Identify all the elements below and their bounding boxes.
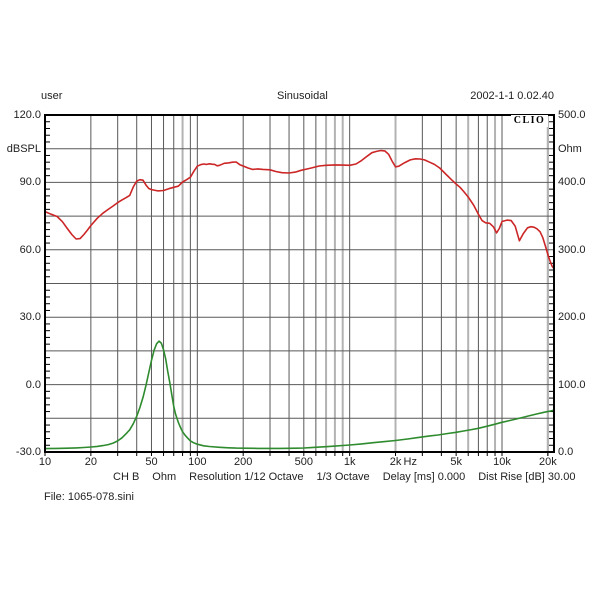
y-left-label-3: 60.0 (19, 243, 41, 256)
y-right-label-1: Ohm (558, 142, 582, 155)
y-left-label-2: 90.0 (19, 176, 41, 189)
x-label-5k: 5k (450, 456, 462, 468)
x-label-hz: Hz (403, 456, 417, 468)
x-label-10k: 10k (493, 456, 511, 468)
y-left-label-5: 0.0 (25, 378, 41, 391)
setting-segment-4: Delay [ms] 0.000 (382, 471, 466, 483)
x-label-200: 200 (234, 456, 253, 468)
y-left-label-6: -30.0 (15, 446, 41, 458)
y-right-label-4: 200.0 (558, 311, 586, 324)
x-label-2k: 2k (389, 456, 402, 468)
x-label-10: 10 (38, 456, 52, 468)
y-left-label-0: 120.0 (13, 109, 41, 121)
setting-segment-1: Ohm (152, 471, 177, 483)
y-left-label-4: 30.0 (19, 311, 41, 324)
y-right-label-5: 100.0 (558, 378, 586, 391)
measurement-settings: CH B Ohm Resolution 1/12 Octave 1/3 Octave D… (113, 471, 575, 483)
setting-segment-2: Resolution 1/12 Octave (189, 471, 304, 483)
y-right-label-6: 0.0 (558, 446, 574, 458)
x-label-100: 100 (188, 456, 207, 468)
x-label-20k: 20k (538, 456, 557, 468)
measurement-title: Sinusoidal (277, 90, 328, 102)
impedance-curve (44, 340, 555, 450)
x-label-20: 20 (84, 456, 97, 468)
y-right-label-2: 400.0 (558, 176, 586, 189)
plot-border (44, 114, 555, 453)
clio-logo: CLIO (511, 115, 548, 127)
setting-segment-5: Dist Rise [dB] 30.00 (478, 471, 576, 483)
grid-horizontal (45, 148, 554, 419)
y-left-label-1: dBSPL (6, 142, 41, 155)
setting-segment-0: CH B (113, 471, 140, 483)
y-right-label-0: 500.0 (558, 109, 586, 121)
x-label-50: 50 (145, 456, 158, 468)
spl-curve (44, 149, 555, 270)
x-label-500: 500 (294, 456, 313, 468)
file-label: File: 1065-078.sini (44, 491, 134, 503)
x-label-1k: 1k (343, 456, 356, 468)
axis-ticks (44, 121, 553, 456)
datetime-label: 2002-1-1 0.02.40 (470, 90, 554, 102)
user-label: user (41, 90, 63, 102)
y-right-label-3: 300.0 (558, 243, 586, 256)
setting-segment-3: 1/3 Octave (316, 471, 370, 483)
